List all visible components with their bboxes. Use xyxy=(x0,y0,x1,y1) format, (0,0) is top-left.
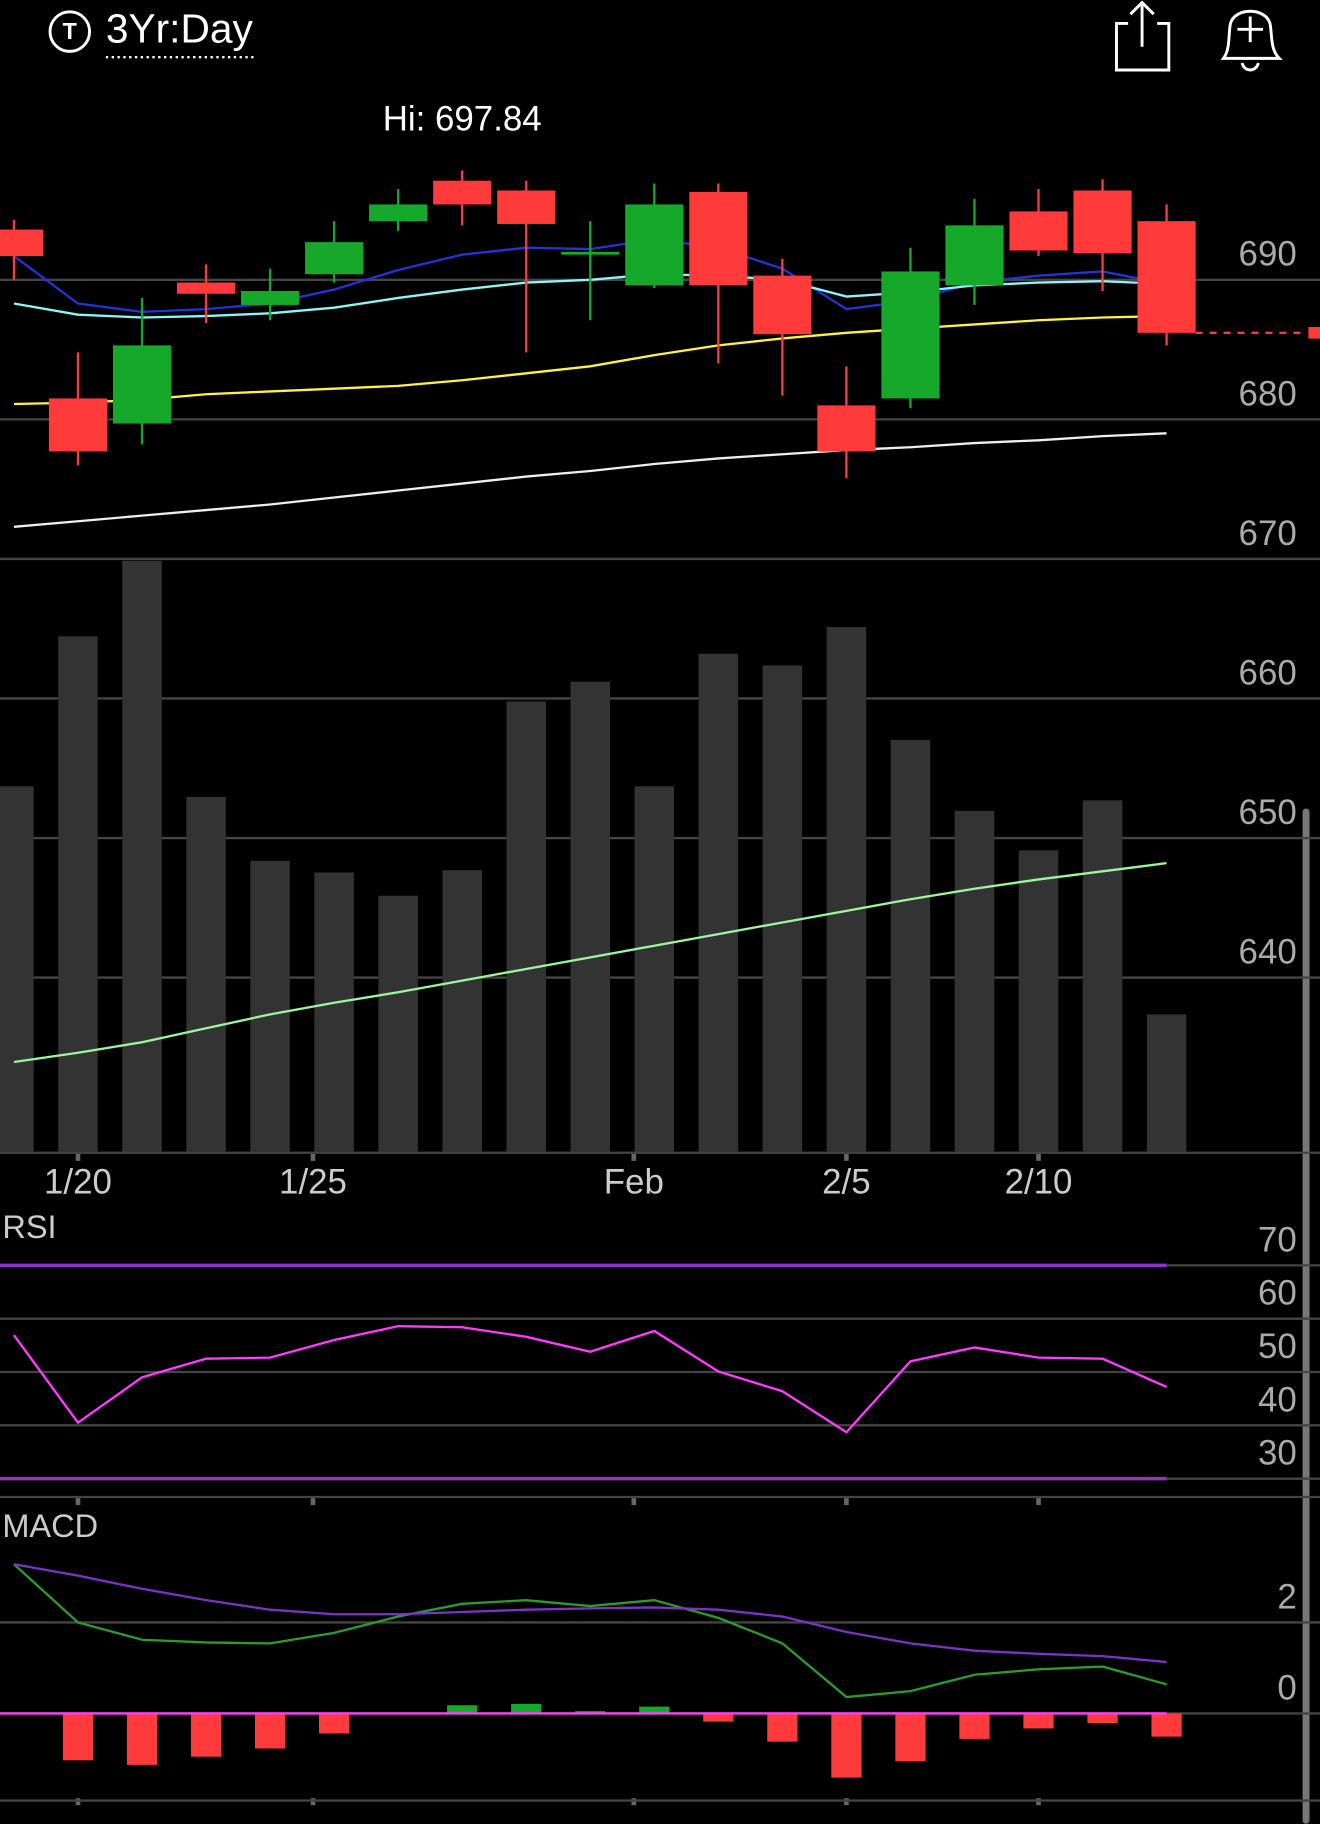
volume-bar xyxy=(58,636,98,1152)
histogram-bar xyxy=(319,1713,350,1734)
volume-bar xyxy=(0,786,34,1152)
candle-body xyxy=(433,180,492,205)
histogram-bar xyxy=(447,1705,478,1714)
y-tick-label: 0 xyxy=(1277,1668,1296,1707)
macd-line xyxy=(13,1563,1167,1664)
y-tick-label: 650 xyxy=(1239,793,1297,832)
volume-bar xyxy=(442,870,482,1152)
candle-body xyxy=(945,225,1004,286)
y-tick-label: 40 xyxy=(1258,1380,1297,1419)
y-tick-label: 690 xyxy=(1239,235,1297,274)
candle-body xyxy=(753,275,812,335)
panel-title: MACD xyxy=(2,1508,98,1544)
candle-body xyxy=(241,290,300,305)
candle-body xyxy=(561,251,620,255)
bell-clapper xyxy=(1240,62,1260,72)
range-selector[interactable]: T 3Yr:Day xyxy=(48,5,256,59)
range-icon xyxy=(48,10,92,53)
volume-average xyxy=(13,862,1167,1064)
histogram-bar xyxy=(1151,1713,1182,1737)
volume-bar xyxy=(570,681,611,1152)
high-annotation: Hi: 697.84 xyxy=(383,99,542,138)
scrollbar xyxy=(1302,808,1310,1824)
histogram-bar xyxy=(190,1713,222,1757)
y-tick-label: 640 xyxy=(1239,933,1297,972)
volume-bar xyxy=(1146,1014,1187,1152)
histogram-bar xyxy=(639,1706,670,1714)
alert-button[interactable] xyxy=(1220,9,1283,72)
y-tick-label: 2 xyxy=(1277,1577,1296,1616)
x-tick-label: 2/5 xyxy=(822,1162,870,1201)
candle-body xyxy=(817,405,876,452)
candle-body xyxy=(112,345,172,424)
volume-bar xyxy=(1018,850,1059,1152)
histogram-bar xyxy=(254,1713,286,1749)
candle-body xyxy=(625,204,684,286)
candle-body xyxy=(1073,190,1132,254)
volume-bar xyxy=(698,653,739,1152)
range-label: 3Yr:Day xyxy=(106,5,254,51)
moving-average xyxy=(13,432,1167,528)
candle-body xyxy=(881,271,940,399)
candle-body xyxy=(369,204,428,222)
histogram-bar xyxy=(1087,1713,1118,1723)
x-tick-label: Feb xyxy=(604,1162,664,1201)
histogram-bar xyxy=(1023,1713,1054,1729)
macd-line xyxy=(13,1563,1167,1699)
histogram-bar xyxy=(126,1713,158,1765)
y-tick-label: 680 xyxy=(1239,374,1297,413)
volume-bar xyxy=(954,810,995,1152)
candle-body xyxy=(0,229,44,257)
histogram-bar xyxy=(62,1713,94,1761)
y-tick-label: 670 xyxy=(1239,514,1297,553)
moving-average xyxy=(13,314,1167,406)
x-tick-label: 1/20 xyxy=(44,1162,112,1201)
volume-bar xyxy=(762,665,803,1152)
volume-bar xyxy=(122,560,162,1152)
bell xyxy=(1220,9,1283,60)
histogram-bar xyxy=(511,1703,542,1714)
volume-bar xyxy=(506,701,547,1152)
panel-title: RSI xyxy=(2,1209,56,1245)
y-tick-label: 70 xyxy=(1258,1220,1297,1259)
share-box xyxy=(1115,22,1171,72)
share-button[interactable] xyxy=(1115,0,1171,72)
volume-bar xyxy=(186,796,226,1152)
histogram-bar xyxy=(895,1713,926,1762)
histogram-bar xyxy=(767,1713,798,1742)
range-icon-letter: T xyxy=(63,18,77,44)
y-tick-label: 30 xyxy=(1258,1434,1297,1473)
volume-bar xyxy=(826,627,867,1152)
bell-plus xyxy=(1237,16,1264,43)
volume-bar xyxy=(890,739,931,1152)
candle-body xyxy=(1009,211,1068,251)
rsi-line xyxy=(13,1325,1168,1434)
x-tick-label: 1/25 xyxy=(279,1162,347,1201)
candle-body xyxy=(497,190,556,224)
volume-bar xyxy=(250,860,290,1152)
x-tick-label: 2/10 xyxy=(1005,1162,1073,1201)
histogram-bar xyxy=(831,1713,862,1778)
candle-body xyxy=(176,282,236,294)
candle-body xyxy=(305,242,364,275)
last-price-marker xyxy=(1308,327,1320,339)
y-tick-label: 60 xyxy=(1258,1274,1297,1313)
candle-body xyxy=(689,191,748,286)
y-tick-label: 660 xyxy=(1239,653,1297,692)
histogram-bar xyxy=(703,1713,734,1722)
candle-body xyxy=(48,398,108,452)
y-tick-label: 50 xyxy=(1258,1327,1297,1366)
share-arrow xyxy=(1129,0,1155,47)
volume-bar xyxy=(1082,800,1123,1152)
volume-bar xyxy=(634,786,675,1152)
histogram-bar xyxy=(959,1713,990,1739)
volume-bar xyxy=(378,895,418,1152)
volume-bar xyxy=(314,872,354,1152)
candle-body xyxy=(1137,221,1196,333)
